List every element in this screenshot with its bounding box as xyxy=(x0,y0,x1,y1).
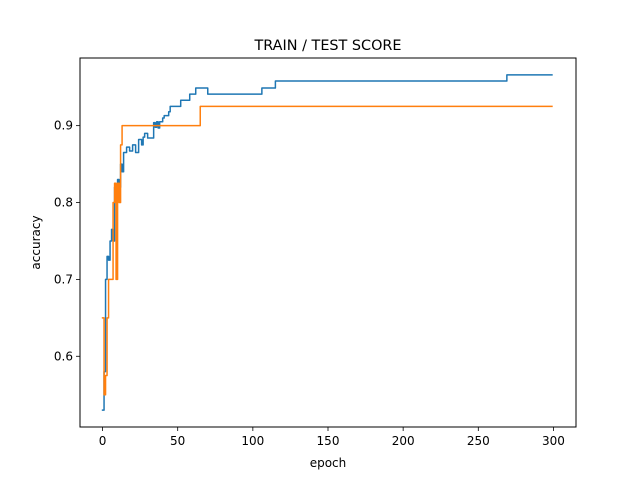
series-layer xyxy=(101,74,553,411)
y-tick-label: 0.8 xyxy=(54,196,73,210)
ticks-layer: 0 50 100 150 200 250 300 0.6 0.7 0.8 0.9 xyxy=(54,119,565,448)
x-tick-label: 150 xyxy=(317,434,340,448)
y-axis-label: accuracy xyxy=(29,215,43,269)
x-tick-label: 50 xyxy=(170,434,185,448)
y-tick-label: 0.7 xyxy=(54,272,73,286)
y-tick-label: 0.9 xyxy=(54,119,73,133)
series-line-2 xyxy=(101,105,553,396)
axes-frame xyxy=(79,57,577,428)
x-tick-label: 0 xyxy=(99,434,107,448)
y-tick-label: 0.6 xyxy=(54,349,73,363)
x-tick-label: 200 xyxy=(392,434,415,448)
x-tick-label: 100 xyxy=(241,434,264,448)
x-tick-label: 300 xyxy=(542,434,565,448)
x-axis-label: epoch xyxy=(310,456,347,470)
chart-title: TRAIN / TEST SCORE xyxy=(253,38,401,54)
x-tick-label: 250 xyxy=(467,434,490,448)
